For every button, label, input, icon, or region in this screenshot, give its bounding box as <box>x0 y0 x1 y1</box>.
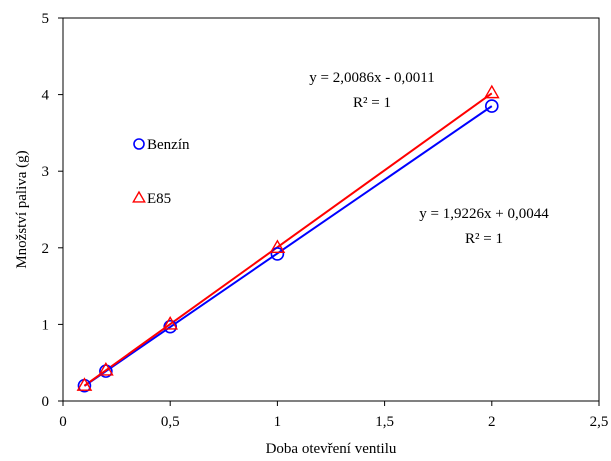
y-tick-label: 0 <box>42 394 50 410</box>
x-tick-label: 0,5 <box>161 414 180 430</box>
equation-benzin: y = 1,9226x + 0,0044 <box>419 206 549 222</box>
data-point-e85 <box>483 84 500 99</box>
x-tick-label: 2,5 <box>590 414 609 430</box>
legend-label-benzin: Benzín <box>147 137 190 153</box>
data-point-benzin <box>270 247 285 261</box>
data-markers <box>76 84 500 393</box>
data-point-e85 <box>269 239 286 254</box>
data-point-e85 <box>76 377 93 391</box>
x-tick-label: 2 <box>488 414 496 430</box>
legend-circle-marker <box>133 138 145 150</box>
y-tick-label: 4 <box>42 88 50 104</box>
trendlines <box>83 92 493 387</box>
plot-area <box>62 17 600 402</box>
y-tick-label: 3 <box>42 164 50 180</box>
r-squared-benzin: R² = 1 <box>465 231 503 247</box>
x-tick-label: 0 <box>59 414 67 430</box>
legend: Benzín E85 <box>132 137 190 207</box>
trendline-e85 <box>83 92 493 387</box>
y-axis-label: Množství paliva (g) <box>14 150 30 268</box>
legend-label-e85: E85 <box>147 191 171 207</box>
legend-item-benzin: Benzín <box>133 137 190 153</box>
y-tick-label: 2 <box>42 241 50 257</box>
x-tick-label: 1,5 <box>375 414 394 430</box>
axis-ticks: 0 0,5 1 1,5 2 2,5 0 1 2 3 4 5 <box>42 11 609 430</box>
equation-e85: y = 2,0086x - 0,0011 <box>309 70 434 86</box>
r-squared-e85: R² = 1 <box>353 95 391 111</box>
trend-equations: y = 2,0086x - 0,0011 R² = 1 y = 1,9226x … <box>309 70 549 247</box>
legend-triangle-marker <box>132 190 146 203</box>
data-point-e85 <box>98 361 114 376</box>
data-point-e85 <box>162 315 179 330</box>
trendline-benzin <box>83 105 493 387</box>
legend-item-e85: E85 <box>132 190 171 207</box>
data-point-benzin <box>99 364 113 378</box>
data-point-benzin <box>484 99 499 113</box>
y-tick-label: 1 <box>42 317 50 333</box>
x-axis-label: Doba otevření ventilu <box>266 441 397 457</box>
y-tick-label: 5 <box>42 11 50 27</box>
x-tick-label: 1 <box>274 414 282 430</box>
